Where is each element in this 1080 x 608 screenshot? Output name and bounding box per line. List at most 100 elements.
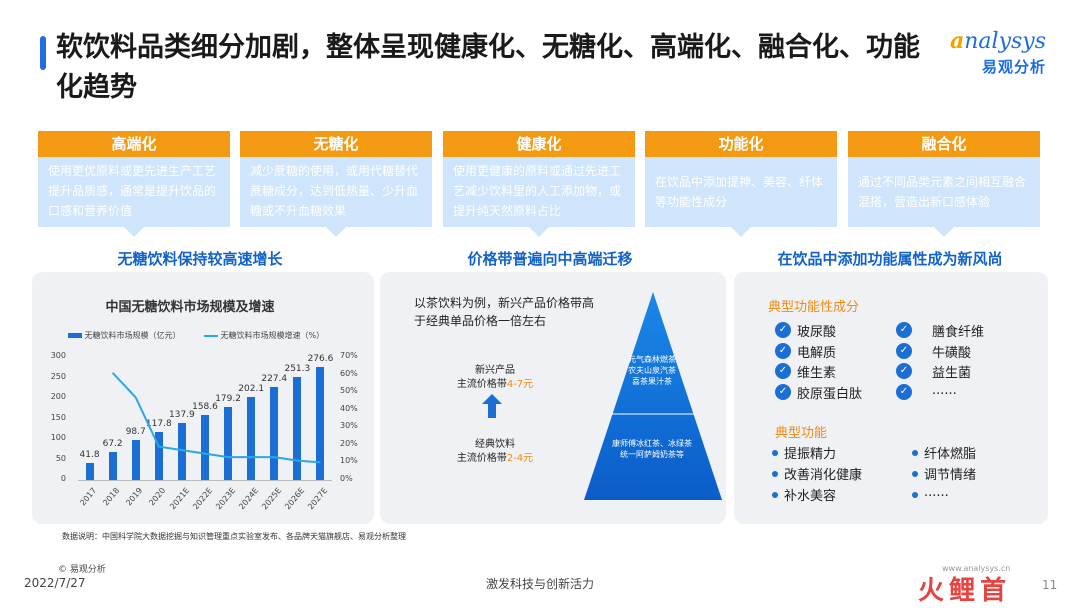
ingredients-title: 典型功能性成分 [768, 300, 860, 315]
card-body-premium: 使用更优原料或更先进生产工艺提升品质感，通常是提升饮品的口感和营养价值 [38, 157, 230, 227]
pyramid-top-brands: 元气森林燃茶 农夫山泉汽茶 喜茶果汁茶 [628, 355, 676, 386]
check-icon: ✓ [896, 322, 912, 338]
check-icon: ✓ [896, 384, 912, 400]
x-axis-line [78, 480, 332, 481]
ingredient-item: 牛磺酸 [932, 346, 972, 361]
card-pointer [731, 227, 751, 237]
pyramid-bottom-brands: 康师傅冰红茶、冰绿茶 统一阿萨姆奶茶等 [612, 439, 692, 459]
bar [270, 386, 279, 480]
check-icon: ✓ [896, 363, 912, 379]
bar [154, 431, 163, 480]
bar-chart [0, 0, 1, 1]
ingredient-item: 维生素 [797, 366, 837, 381]
legend-bar: 无糖饮料市场规模（亿元） [68, 330, 181, 341]
arrow-up-icon [482, 394, 502, 418]
function-item: 提振精力 [784, 447, 837, 462]
y-left-tick: 200 [50, 392, 66, 401]
y-left-tick: 100 [50, 433, 66, 442]
function-item: 补水美容 [784, 489, 837, 504]
bar [224, 406, 233, 480]
function-item: 改善消化健康 [784, 468, 863, 483]
card-pointer [934, 227, 954, 237]
copyright: © 易观分析 [58, 565, 106, 575]
section-title-functional: 在饮品中添加功能属性成为新风尚 [777, 250, 1003, 268]
legend-line: 无糖饮料市场规模增速（%） [204, 330, 324, 341]
bullet-dot [912, 492, 918, 498]
y-right-tick: 60% [340, 368, 358, 378]
bullet-dot [772, 471, 778, 477]
check-icon: ✓ [775, 363, 791, 379]
legend-line-label: 无糖饮料市场规模增速（%） [220, 331, 325, 340]
ingredient-item: 益生菌 [932, 366, 972, 381]
y-left-tick: 250 [50, 371, 66, 381]
check-icon: ✓ [775, 384, 791, 400]
y-left-tick: 300 [50, 351, 66, 360]
card-title-fusion: 融合化 [848, 131, 1040, 157]
card-title-sugar-free: 无糖化 [240, 131, 432, 157]
ingredient-item: 膳食纤维 [932, 325, 985, 340]
card-body-fusion: 通过不同品类元素之间相互融合混搭，营造出新口感体验 [848, 157, 1040, 227]
title-accent-bar [40, 36, 46, 70]
bar [201, 414, 209, 480]
new-product-price: 新兴产品 主流价格带4-7元 [456, 365, 534, 390]
y-right-tick: 40% [340, 403, 358, 413]
section-title-sugar-free: 无糖饮料保持较高速增长 [117, 250, 283, 268]
y-left-tick: 0 [60, 474, 66, 483]
analysys-logo: analysys [950, 28, 1047, 54]
card-title-healthy: 健康化 [443, 131, 635, 157]
pyramid-intro: 以茶饮料为例，新兴产品价格带高于经典单品价格一倍左右 [414, 296, 595, 328]
y-right-tick: 0% [340, 474, 353, 483]
bar [108, 452, 117, 480]
card-pointer [529, 227, 549, 237]
card-title-premium: 高端化 [38, 131, 230, 157]
bar-value-label: 41.8 [79, 449, 100, 460]
footer-slogan: 激发科技与创新活力 [485, 577, 594, 591]
bar-value-label: 227.4 [261, 373, 288, 384]
legend-bar-label: 无糖饮料市场规模（亿元） [84, 331, 181, 340]
function-item: 调节情绪 [924, 468, 977, 483]
data-source-note: 数据说明：中国科学院大数据挖掘与知识管理重点实验室发布、各品牌天猫旗舰店、易观分… [62, 532, 406, 541]
ingredient-item: ...... [932, 383, 957, 398]
bullet-dot [912, 471, 918, 477]
bar [293, 376, 302, 480]
y-right-tick: 30% [340, 421, 358, 431]
check-icon: ✓ [775, 322, 791, 338]
bar-value-label: 276.6 [307, 353, 334, 364]
section-title-price: 价格带普遍向中高端迁移 [467, 250, 633, 268]
bullet-dot [912, 450, 918, 456]
function-item: 纤体燃脂 [924, 447, 977, 462]
functions-title: 典型功能 [775, 426, 828, 441]
pyramid-shape [584, 292, 722, 500]
bar [316, 366, 325, 480]
card-body-functional: 在饮品中添加提神、美容、纤体等功能性成分 [645, 157, 837, 227]
card-pointer [124, 227, 144, 237]
y-right-tick: 10% [340, 456, 358, 466]
bar-value-label: 251.3 [284, 363, 311, 374]
y-left-tick: 150 [50, 412, 66, 422]
check-icon: ✓ [775, 343, 791, 359]
bar [131, 439, 140, 480]
function-item: ...... [924, 485, 949, 500]
chart-title: 中国无糖饮料市场规模及增速 [105, 300, 275, 315]
bar [177, 423, 186, 480]
y-right-tick: 70% [340, 351, 358, 360]
card-body-healthy: 使用更健康的原料或通过先进工艺减少饮料里的人工添加物，或提升纯天然原料占比 [443, 157, 635, 227]
bullet-dot [772, 492, 778, 498]
brand-mark: 火 鲤 首 [918, 576, 1006, 606]
bar-value-label: 202.1 [238, 384, 265, 395]
y-right-tick: 20% [340, 438, 358, 448]
ingredient-item: 玻尿酸 [797, 325, 837, 340]
classic-product-price: 经典饮料 主流价格带2-4元 [456, 439, 534, 464]
page-title: 软饮料品类细分加剧，整体呈现健康化、无糖化、高端化、融合化、功能化趋势 [56, 32, 920, 103]
ingredient-item: 电解质 [797, 346, 837, 361]
check-icon: ✓ [896, 343, 912, 359]
bar-value-label: 179.2 [215, 393, 241, 404]
bar-value-label: 67.2 [102, 439, 123, 450]
page-number: 11 [1042, 578, 1058, 592]
analysys-logo-cn: 易观分析 [982, 58, 1047, 76]
ingredient-item: 胶原蛋白肽 [797, 387, 863, 402]
website: www.analysys.cn [942, 564, 1011, 573]
report-date: 2022/7/27 [24, 576, 86, 590]
y-right-tick: 50% [340, 386, 358, 396]
card-title-functional: 功能化 [645, 131, 837, 157]
